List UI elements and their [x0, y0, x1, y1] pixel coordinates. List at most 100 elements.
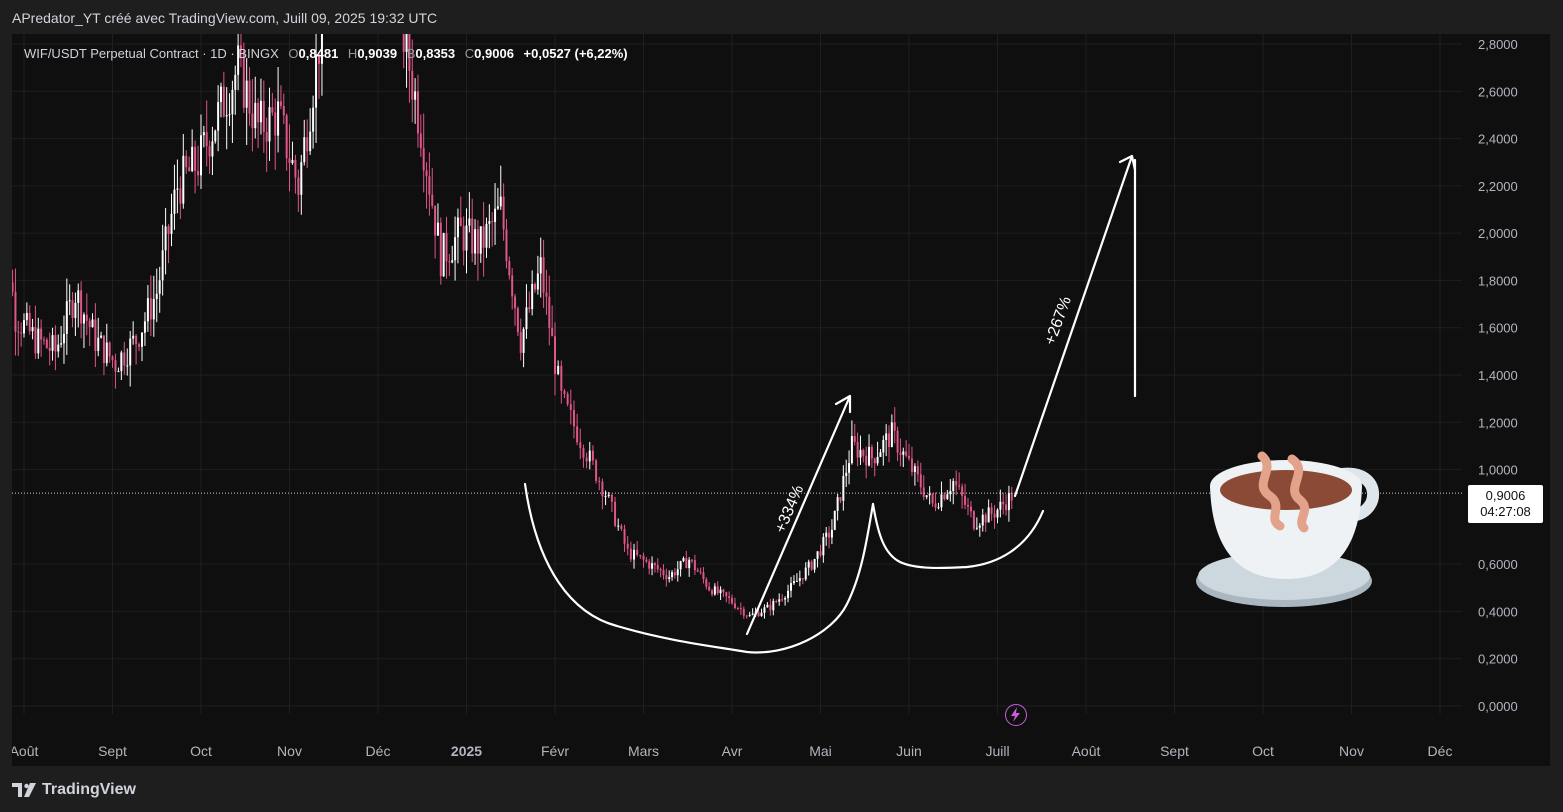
candle-body: [772, 601, 775, 611]
x-tick-label: Sept: [1160, 743, 1189, 759]
candle-body: [408, 34, 411, 71]
candle-body: [239, 45, 242, 51]
candle-body: [315, 54, 318, 108]
x-tick-label: Mars: [628, 743, 659, 759]
candle-body: [105, 342, 108, 364]
y-tick-label: 0,4000: [1478, 604, 1518, 619]
candle-body: [499, 196, 502, 207]
candle-body: [132, 335, 135, 339]
candle-body: [422, 148, 425, 171]
candle-body: [769, 604, 772, 611]
candle-body: [870, 446, 873, 459]
candle-body: [595, 460, 598, 481]
candle-body: [288, 158, 291, 164]
candle-body: [946, 494, 949, 500]
candle-body: [439, 222, 442, 277]
candle-body: [25, 312, 28, 321]
candle-body: [155, 293, 158, 300]
candle-body: [862, 449, 865, 456]
y-tick-label: 2,6000: [1478, 84, 1518, 99]
candle-body: [528, 307, 531, 310]
open-label: O: [288, 46, 299, 61]
candle-body: [91, 319, 94, 328]
candle-body: [629, 548, 632, 560]
chart-pane[interactable]: +334% +267% 2,8000 2,6000 2,4000 2,2000 2,00…: [12, 34, 1550, 766]
candle-body: [842, 475, 845, 501]
candle-body: [149, 298, 152, 320]
candle-body: [434, 205, 437, 236]
candle-body: [471, 218, 474, 254]
candle-body: [294, 160, 297, 178]
candle-body: [152, 299, 155, 320]
x-tick-label: Déc: [366, 743, 391, 759]
candle-body: [742, 608, 745, 616]
candle-body: [425, 170, 428, 177]
last-price-tag: 0,9006 04:27:08: [1468, 485, 1543, 523]
candle-body: [222, 86, 225, 117]
candle-body: [996, 509, 999, 518]
candle-body: [859, 449, 862, 458]
candle-body: [88, 320, 91, 328]
candle-body: [922, 487, 925, 497]
y-tick-label: 2,4000: [1478, 132, 1518, 147]
candle-body: [508, 261, 511, 276]
candle-body: [254, 102, 257, 129]
symbol-legend: WIF/USDT Perpetual Contract · 1D · BINGX…: [24, 46, 628, 61]
candle-body: [414, 91, 417, 100]
candle-body: [208, 146, 211, 157]
y-tick-label: 2,8000: [1478, 37, 1518, 52]
candle-body: [217, 102, 220, 131]
candle-body: [82, 314, 85, 324]
candle-body: [833, 510, 836, 530]
x-tick-label: Févr: [541, 743, 569, 759]
candle-body: [20, 332, 23, 334]
grid-lines: [12, 34, 1462, 714]
candle-body: [673, 572, 676, 576]
candle-body: [496, 206, 499, 209]
candle-body: [277, 101, 280, 136]
candle-body: [205, 132, 208, 147]
candle-body: [588, 450, 591, 462]
candle-body: [12, 282, 14, 292]
candle-body: [699, 571, 702, 573]
candle-body: [237, 45, 240, 75]
candle-body: [476, 229, 479, 254]
candle-body: [228, 114, 231, 116]
candle-body: [601, 481, 604, 497]
candle-body: [916, 466, 919, 475]
candle-body: [297, 177, 300, 195]
candle-body: [993, 513, 996, 518]
price-chart[interactable]: +334% +267% 2,80002,60002,40002,20002,00…: [12, 34, 1550, 766]
candle-body: [494, 208, 497, 223]
candle-body: [763, 607, 766, 613]
x-tick-label: Oct: [190, 743, 212, 759]
y-tick-label: 0,6000: [1478, 557, 1518, 572]
candle-body: [790, 583, 792, 591]
candle-body: [711, 590, 714, 595]
candle-body: [908, 455, 910, 459]
candle-body: [604, 495, 607, 497]
candle-body: [257, 102, 260, 123]
candle-body: [642, 555, 645, 560]
candle-body: [234, 74, 237, 90]
candle-body: [23, 320, 25, 334]
candle-body: [268, 107, 271, 142]
candle-body: [197, 170, 200, 176]
symbol-name: WIF/USDT Perpetual Contract · 1D · BINGX: [24, 46, 279, 61]
candle-body: [14, 291, 17, 332]
candle-body: [511, 275, 514, 297]
candle-body: [114, 360, 117, 372]
x-tick-label: Mai: [809, 743, 832, 759]
candle-body: [795, 580, 798, 582]
candle-body: [784, 598, 787, 600]
candle-body: [598, 480, 601, 482]
lightning-icon[interactable]: [1005, 704, 1027, 726]
candle-body: [188, 167, 191, 172]
candle-body: [138, 344, 141, 347]
candle-body: [853, 436, 856, 442]
candle-body: [739, 608, 742, 610]
candle-body: [173, 189, 176, 214]
x-tick-label: Juill: [985, 743, 1009, 759]
candle-body: [519, 332, 522, 353]
candle-body: [969, 506, 972, 512]
